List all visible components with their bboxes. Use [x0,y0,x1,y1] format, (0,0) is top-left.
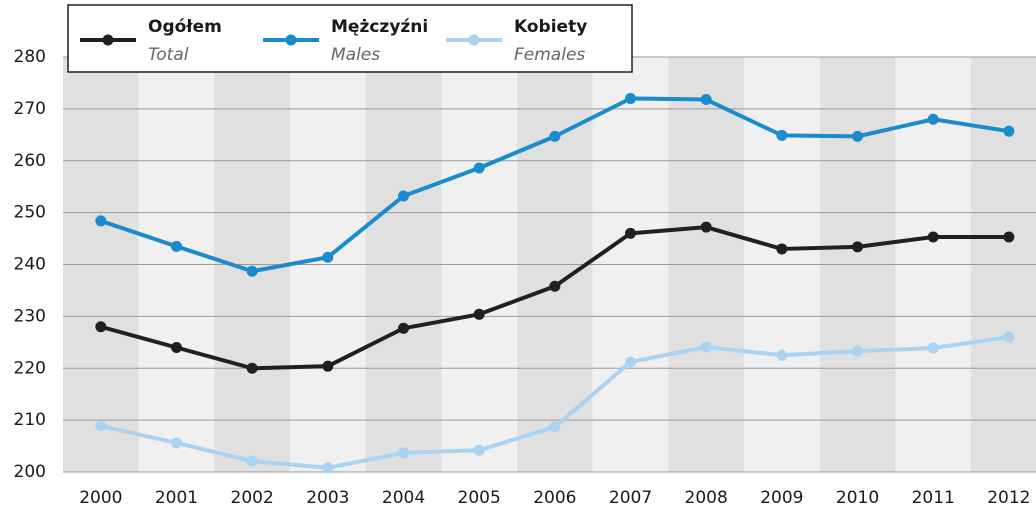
y-tick-label: 200 [14,462,46,482]
legend-marker [468,34,480,46]
legend-marker [285,34,297,46]
x-tick-label: 2005 [458,488,501,508]
y-tick-label: 220 [14,358,46,378]
point [625,227,637,239]
point [625,356,637,368]
point [927,342,939,354]
point [473,162,485,174]
legend-sublabel: Total [148,45,189,65]
legend-label: Mężczyźni [331,17,428,37]
legend-box [67,4,633,73]
point [852,130,864,142]
point [171,437,183,449]
point [473,308,485,320]
point [473,444,485,456]
y-tick-label: 270 [14,99,46,119]
point [700,341,712,353]
point [322,360,334,372]
point [1003,125,1015,137]
x-tick-label: 2007 [609,488,652,508]
point [549,421,561,433]
point [852,345,864,357]
point [398,322,410,334]
point [398,190,410,202]
labels: 2000 2001 2002 2003 2004 2005 2006 2007 2008 2009… [14,47,1031,508]
point [171,342,183,353]
legend-sublabel: Males [331,45,380,65]
x-tick-label: 2002 [231,488,274,508]
y-tick-label: 250 [14,203,46,223]
y-tick-label: 260 [14,151,46,171]
legend: Ogółem Total Mężczyźni Males Kobiety Females [67,4,633,73]
point [700,221,712,233]
legend-label: Kobiety [514,17,587,37]
point [1003,331,1015,343]
x-tick-label: 2001 [155,488,198,508]
point [95,215,107,227]
x-tick-label: 2009 [760,488,803,508]
point [171,240,183,252]
y-tick-label: 210 [14,410,46,430]
y-tick-label: 240 [14,255,46,275]
x-tick-label: 2000 [79,488,122,508]
point [246,455,258,467]
point [776,243,788,255]
x-tick-label: 2010 [836,488,879,508]
point [927,113,939,125]
point [398,447,410,459]
x-tick-label: 2012 [987,488,1030,508]
lines [95,93,1015,474]
point [322,251,334,263]
point [246,362,258,374]
point [700,94,712,106]
point [1003,231,1015,243]
x-tick-label: 2008 [685,488,728,508]
point [625,93,637,104]
point [927,231,939,243]
legend-sublabel: Females [514,45,585,65]
point [95,420,107,432]
point [549,130,561,142]
x-tick-label: 2011 [912,488,955,508]
x-tick-label: 2004 [382,488,425,508]
point [246,265,258,277]
legend-marker [102,34,114,46]
point [776,349,788,361]
x-tick-label: 2003 [306,488,349,508]
point [549,280,561,292]
y-tick-label: 230 [14,306,46,326]
point [852,241,864,253]
x-tick-label: 2006 [533,488,576,508]
point [322,462,334,474]
y-tick-label: 280 [14,47,46,67]
point [776,129,788,141]
legend-label: Ogółem [148,17,222,37]
point [95,321,107,333]
